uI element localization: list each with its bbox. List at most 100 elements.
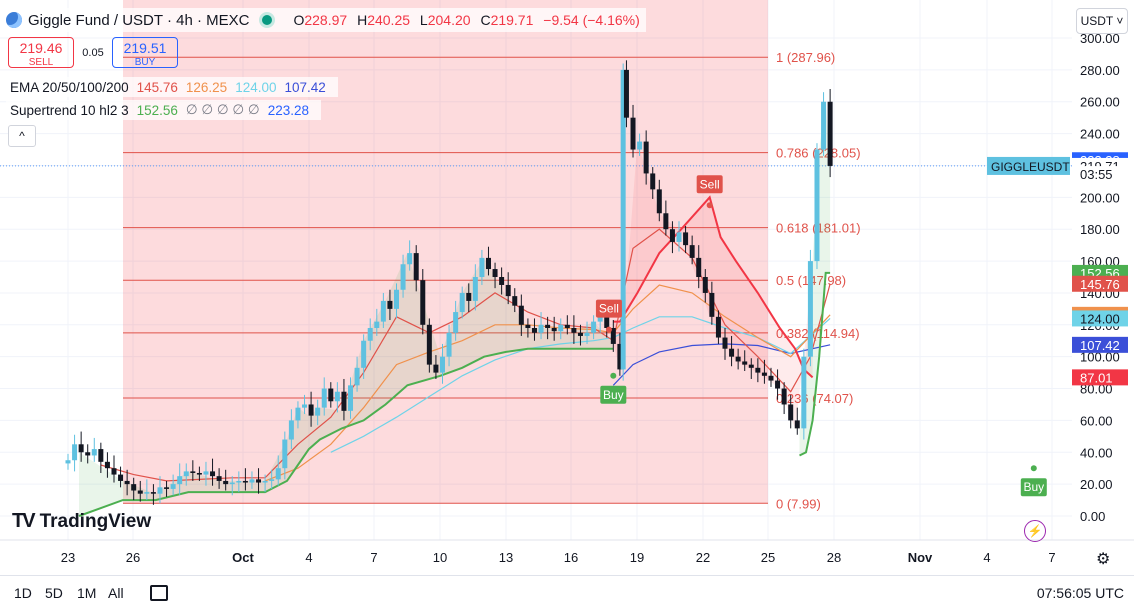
candle-body [308,404,314,416]
time-axis-label: 19 [630,550,644,565]
supertrend-label: Supertrend 10 hl2 3 [10,102,129,118]
candle-body [315,407,321,416]
candle-body [78,444,84,453]
candle-body [433,364,439,373]
candle-body [459,292,465,313]
candle-body [223,480,229,485]
candle-body [722,337,728,349]
candle-body [788,404,794,421]
candle-body [118,474,124,481]
market-open-status-icon [259,12,276,28]
candle-body [656,189,662,214]
ema-legend[interactable]: EMA 20/50/100/200 145.76 126.25 124.00 1… [6,77,338,97]
candle-body [407,253,413,265]
candle-body [183,471,189,477]
close-label: C [480,12,491,28]
candle-body [597,316,603,322]
candle-body [328,388,334,402]
timeframe-1m[interactable]: 1M [77,585,97,601]
candle-body [827,101,833,166]
symbol-title[interactable]: Giggle Fund / USDT · 4h · MEXC [28,11,250,29]
candle-body [282,439,288,469]
candle-body [702,277,708,293]
candle-body [85,452,91,456]
price-axis-tick: 300.00 [1080,31,1120,46]
candle-body [620,69,626,370]
candle-body [210,471,216,477]
candle-body [538,324,544,333]
time-axis-label: 4 [305,550,312,565]
candle-body [302,404,308,408]
supertrend-value: 152.56 [136,102,178,118]
low-value: 204.20 [427,12,471,28]
signal-dot [706,202,713,209]
ema200-value: 107.42 [284,79,326,95]
price-axis-tick: 260.00 [1080,95,1120,110]
candle-body [821,101,827,150]
candle-body [715,316,721,338]
close-value: 219.71 [490,12,534,28]
ema-label: EMA 20/50/100/200 [10,79,129,95]
timeframe-1d[interactable]: 1D [14,585,32,601]
time-axis-label: 28 [827,550,841,565]
supertrend-up-line [78,347,614,517]
candle-body [439,356,445,373]
supertrend-value-2: 223.28 [267,102,309,118]
candle-body [124,480,130,485]
buy-button[interactable]: 219.51 BUY [112,37,178,68]
time-axis-label: Oct [232,550,254,565]
symbol-header: Giggle Fund / USDT · 4h · MEXC O228.97 H… [6,8,646,32]
time-axis-label: 10 [433,550,447,565]
candle-body [584,332,590,336]
sell-button[interactable]: 219.46 SELL [8,37,74,68]
calendar-icon[interactable] [150,585,168,601]
candle-body [190,471,196,473]
collapse-legend-button[interactable]: ^ [8,125,36,147]
candle-body [374,321,380,328]
fib-level-label: 1 (287.96) [776,50,835,65]
utc-clock[interactable]: 07:56:05 UTC [1036,585,1124,601]
timeframe-all[interactable]: All [108,585,124,601]
price-axis-tick: 20.00 [1080,477,1113,492]
supertrend-up-fill-2 [799,101,831,456]
price-axis-tick: 60.00 [1080,413,1113,428]
timeframe-5d[interactable]: 5D [45,585,63,601]
fib-zone [123,0,768,504]
signal-label-sell: Sell [700,177,720,191]
lightning-icon[interactable]: ⚡ [1024,520,1046,542]
time-axis-label: 13 [499,550,513,565]
ema20-value: 145.76 [136,79,178,95]
signal-label-sell: Sell [599,302,619,316]
candle-body [216,476,222,481]
high-label: H [357,12,368,28]
signal-label-box [696,175,723,194]
candle-body [499,277,505,285]
candle-body [683,232,689,246]
symbol-tag-bg [987,156,1070,175]
candle-body [196,472,202,475]
chart-canvas[interactable]: 1 (287.96)0.786 (228.05)0.618 (181.01)0.… [0,0,1134,575]
candle-body [288,420,294,440]
candle-body [354,367,360,386]
currency-select[interactable]: USDT ˅ [1076,8,1128,34]
settings-gear-icon[interactable]: ⚙ [1096,551,1111,568]
candle-body [630,117,636,150]
candle-body [531,327,537,333]
ema50-value: 126.25 [185,79,228,95]
tradingview-mark-icon: TV [12,510,36,532]
signal-label-buy: Buy [603,388,624,402]
ema100-value: 124.00 [235,79,277,95]
price-axis-tick: 200.00 [1080,190,1120,205]
candle-body [604,316,610,328]
ema200-line [612,343,831,386]
open-label: O [293,12,305,28]
ema100-line [330,316,831,453]
supertrend-legend[interactable]: Supertrend 10 hl2 3 152.56 ∅ ∅ ∅ ∅ ∅ 223… [6,100,321,120]
candle-body [742,361,748,365]
candle-body [157,487,163,494]
candle-body [256,479,262,483]
time-axis-label: 4 [983,550,990,565]
buy-price: 219.51 [123,40,167,56]
supertrend-down-line [613,195,814,379]
candle-body [229,482,235,485]
